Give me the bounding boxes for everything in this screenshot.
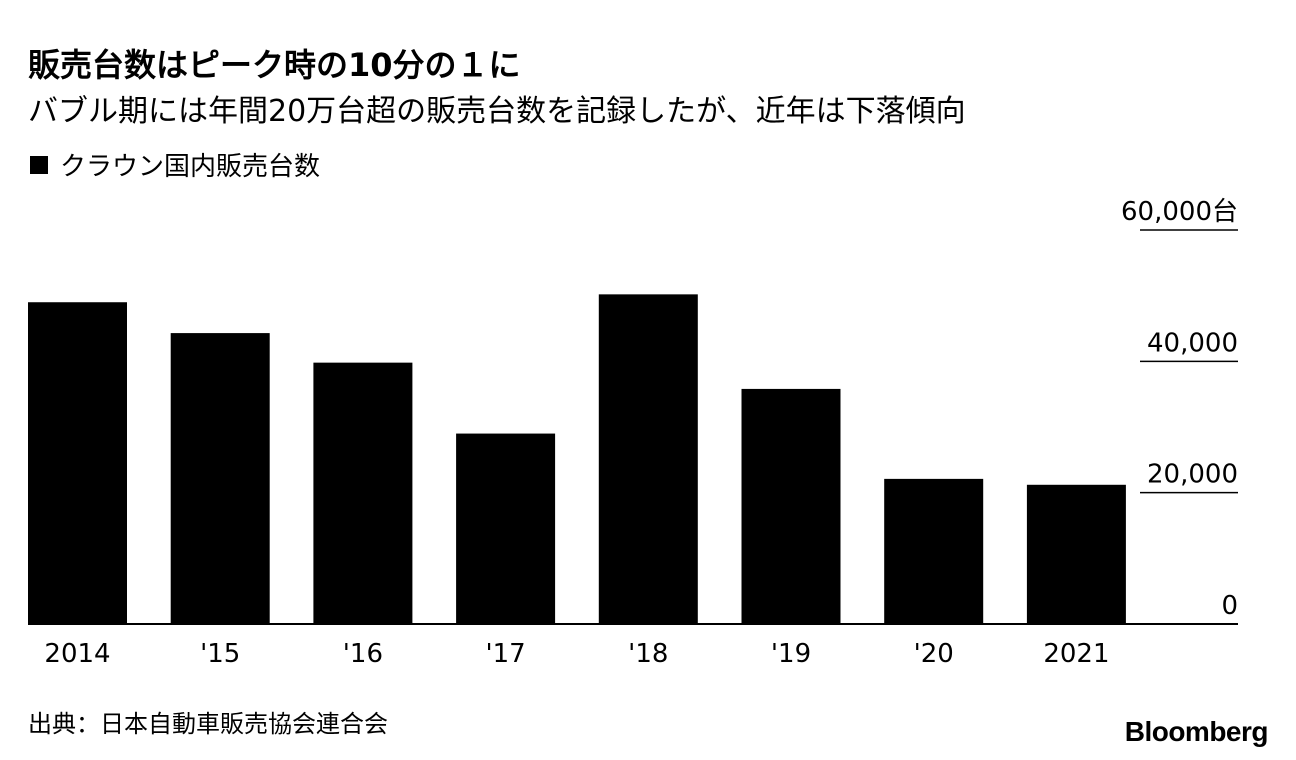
y-tick-label: 20,000 — [1147, 460, 1238, 490]
chart-title: 販売台数はピーク時の10分の１に — [28, 46, 521, 84]
chart-subtitle: バブル期には年間20万台超の販売台数を記録したが、近年は下落傾向 — [28, 94, 966, 129]
bar — [598, 294, 698, 624]
bar — [1026, 484, 1126, 624]
x-tick-label: 2014 — [44, 639, 110, 669]
x-tick-label: '19 — [771, 639, 811, 669]
x-tick-label: '20 — [914, 639, 954, 669]
legend: クラウン国内販売台数 — [30, 146, 320, 183]
bar — [741, 388, 841, 624]
x-tick-label: '17 — [485, 639, 525, 669]
bar — [313, 362, 413, 624]
x-tick-label: '16 — [343, 639, 383, 669]
y-tick-label: 0 — [1221, 591, 1238, 621]
x-tick-label: '18 — [628, 639, 668, 669]
y-tick-label: 60,000台 — [1121, 197, 1238, 227]
bar — [28, 302, 127, 624]
legend-swatch — [30, 155, 48, 174]
source-note: 出典：日本自動車販売協会連合会 — [28, 710, 388, 738]
bar — [170, 333, 270, 624]
bar — [884, 478, 984, 624]
bar-chart: 0 20,000 40,000 60,000台 2014 '15 '16 '17 '18 '19 '… — [28, 197, 1238, 669]
x-tick-label: '15 — [200, 639, 240, 669]
legend-label: クラウン国内販売台数 — [60, 152, 321, 182]
x-tick-label: 2021 — [1043, 639, 1109, 669]
bloomberg-logo: Bloomberg — [1124, 716, 1269, 747]
bar — [456, 433, 556, 624]
y-tick-label: 40,000 — [1147, 328, 1238, 358]
